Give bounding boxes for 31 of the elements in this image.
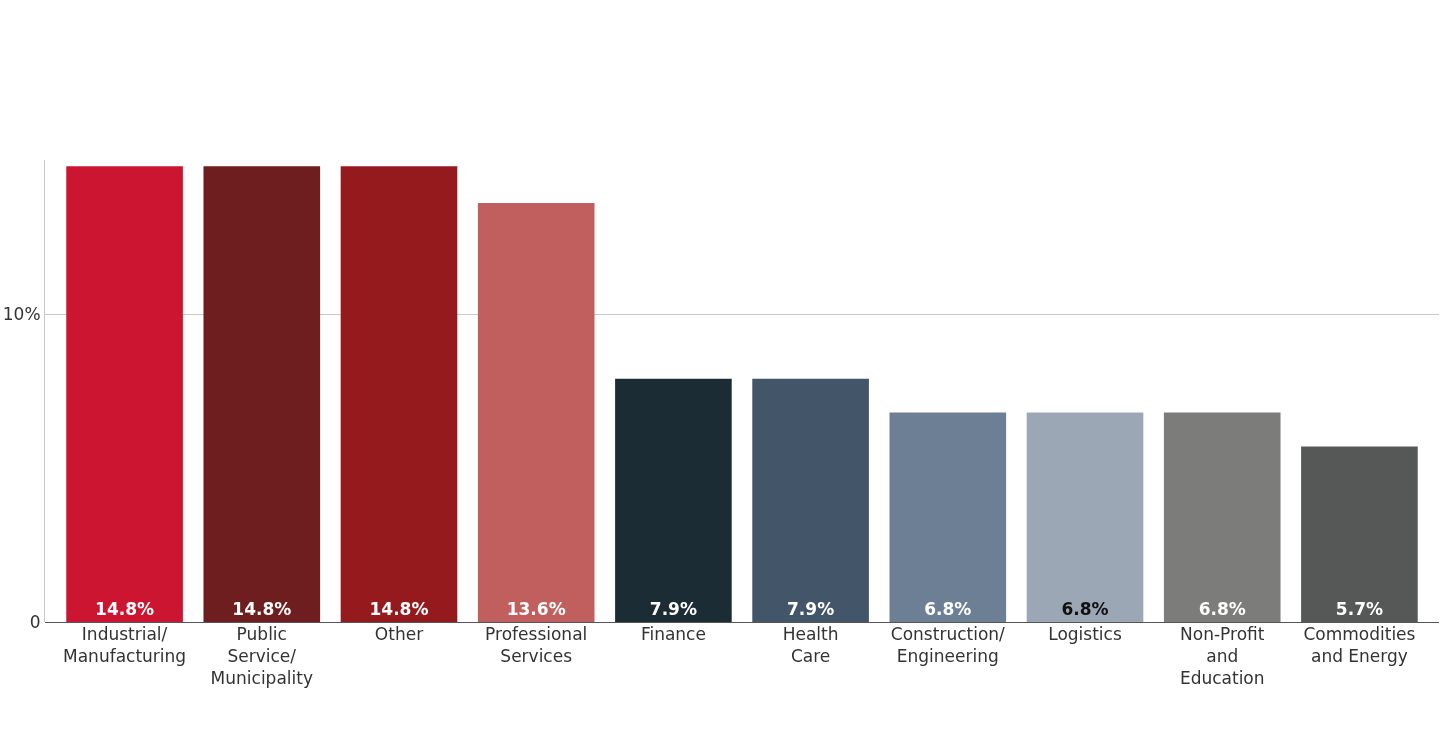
x-tick-label: Other [374,624,424,644]
y-tick-label: 10% [2,303,41,324]
x-tick-label: Construction/Engineering [890,624,1006,667]
x-tick-label: Health Care [782,624,839,667]
bar [889,412,1007,622]
data-label: 14.8% [95,599,155,619]
data-label: 6.8% [1198,599,1246,619]
bar [752,378,869,622]
x-tick-label: Commodities and Energy [1303,624,1416,667]
data-label: 7.9% [649,599,697,619]
x-tick-label: Public Service/Municipality [210,624,313,689]
x-tick-label: Logistics [1048,624,1122,644]
bar [340,166,458,622]
bar [66,166,183,622]
data-label: 6.8% [1061,599,1109,619]
bar [203,166,321,622]
data-label: 7.9% [787,599,835,619]
bar [477,203,595,622]
x-tick-label: Finance [640,624,706,644]
bar [1163,412,1281,622]
bar [1026,412,1144,622]
data-label: 14.8% [369,599,429,619]
bar [615,378,732,622]
data-label: 14.8% [232,599,292,619]
x-tick-label: Non-Profit and Education [1179,624,1265,689]
data-label: 13.6% [506,599,566,619]
data-label: 5.7% [1335,599,1383,619]
y-tick-label: 0 [29,611,41,632]
x-tick-label: Professional Services [485,624,588,667]
data-label: 6.8% [924,599,972,619]
x-tick-label: Industrial/Manufacturing [63,624,187,667]
